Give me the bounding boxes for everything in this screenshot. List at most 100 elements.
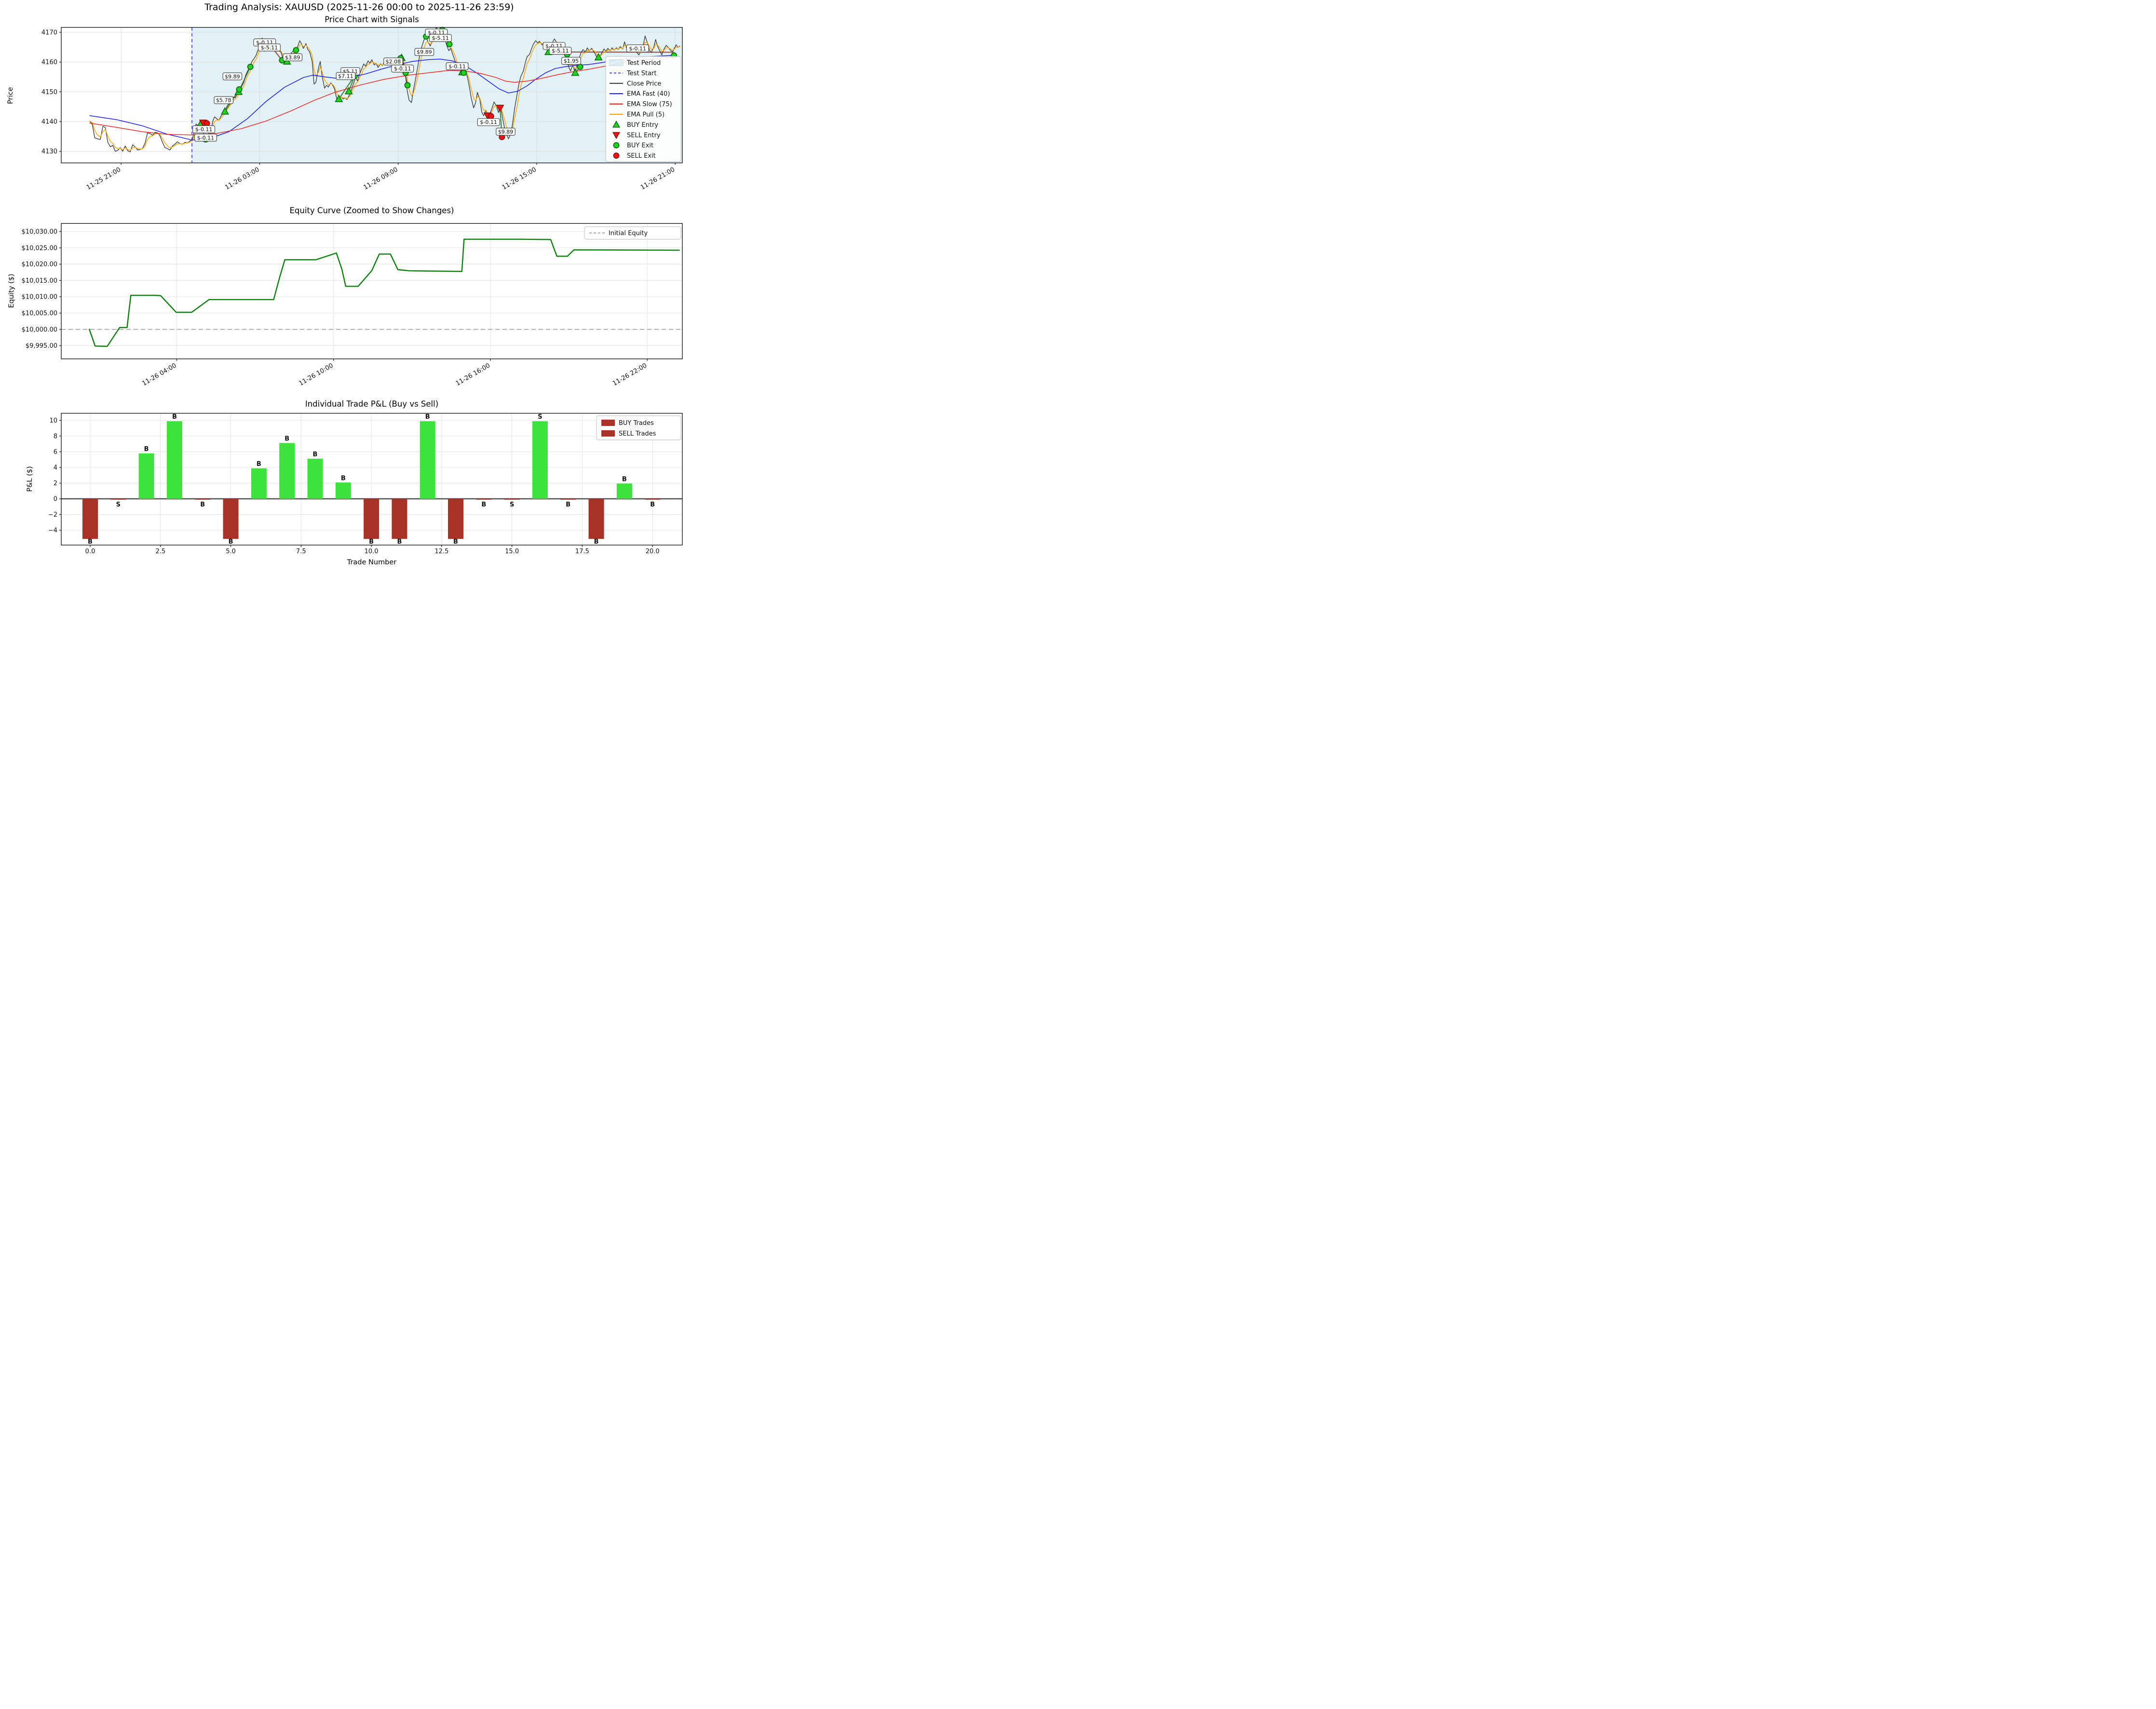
ytick-label: $10,010.00 — [22, 294, 57, 301]
ytick-label: $10,025.00 — [22, 245, 57, 252]
pnl-bar — [307, 458, 323, 499]
legend-label: Initial Equity — [609, 230, 648, 237]
sell-exit-marker — [488, 113, 494, 120]
annotation-text: $-0.11 — [195, 126, 212, 133]
pnl-bar — [532, 421, 548, 499]
pnl-bar — [195, 499, 211, 500]
trade-side-label: B — [229, 538, 233, 546]
legend-label: EMA Fast (40) — [627, 91, 670, 98]
pnl-bar — [138, 453, 154, 499]
equity-plot-border — [61, 223, 683, 359]
trade-side-label: B — [144, 446, 149, 453]
ytick-label: 10 — [49, 417, 57, 424]
price-legend-box — [605, 56, 681, 162]
pnl-bar — [420, 421, 435, 499]
ytick-label: $9,995.00 — [26, 342, 57, 350]
trade-side-label: B — [88, 538, 93, 546]
trade-side-label: B — [200, 501, 205, 508]
trade-side-label: S — [538, 413, 542, 421]
pnl-chart-title: Individual Trade P&L (Buy vs Sell) — [305, 399, 439, 409]
annotation-text: $5.78 — [216, 97, 231, 104]
annotation-box — [391, 65, 414, 73]
annotation-text: $-0.11 — [394, 66, 411, 72]
pnl-chart-xlabel: Trade Number — [347, 559, 397, 566]
annotation-text: $9.89 — [225, 73, 240, 80]
xtick-label: 11-26 04:00 — [141, 362, 177, 387]
buy-entry-marker — [220, 107, 229, 115]
sell-exit-marker — [203, 120, 210, 127]
annotation-box — [336, 72, 356, 80]
legend-label: BUY Trades — [619, 420, 654, 427]
ytick-label: $10,005.00 — [22, 310, 57, 317]
ema-fast-line — [89, 55, 677, 140]
trade-side-label: B — [566, 501, 570, 508]
pnl-bar — [279, 443, 295, 499]
trade-side-label: B — [341, 475, 346, 482]
annotation-box — [561, 57, 581, 65]
pnl-bar — [110, 499, 126, 500]
trade-side-label: B — [285, 435, 289, 442]
annotation-text: $2.08 — [386, 58, 401, 65]
equity-curve-line — [89, 238, 680, 347]
annotation-text: $7.11 — [338, 73, 353, 80]
trade-side-label: B — [650, 501, 655, 508]
pnl-bar — [476, 499, 492, 500]
legend-label: EMA Slow (75) — [627, 101, 672, 108]
trade-side-label: B — [257, 461, 261, 468]
xtick-label: 17.5 — [575, 548, 589, 555]
plots-canvas: 4130 4140 4150 4160 4170 11-25 21:00 11-26 03:… — [22, 27, 683, 555]
price-plot-border — [61, 27, 683, 164]
ytick-label: 4130 — [41, 148, 57, 155]
pnl-bar — [251, 468, 267, 499]
buy-entry-marker — [594, 53, 603, 61]
legend-sell-exit-swatch — [613, 152, 620, 159]
ytick-label: 4160 — [41, 59, 57, 66]
xtick-label: 11-26 21:00 — [639, 166, 676, 191]
buy-exit-marker — [577, 64, 583, 70]
annotation-text: $-5.11 — [432, 35, 449, 41]
pnl-bar — [560, 499, 576, 500]
pnl-bar — [335, 482, 351, 499]
annotation-box — [429, 34, 452, 42]
trade-side-label: B — [453, 538, 458, 546]
annotation-box — [222, 72, 243, 81]
pnl-bar — [392, 499, 407, 539]
legend-label: BUY Entry — [627, 122, 658, 129]
ytick-label: 8 — [54, 433, 57, 440]
ytick-label: 4170 — [41, 29, 57, 37]
ytick-label: $10,015.00 — [22, 277, 57, 285]
pnl-plot-border — [61, 413, 683, 546]
xtick-label: 11-26 22:00 — [611, 362, 648, 387]
annotation-text: $-5.11 — [552, 48, 569, 54]
xtick-label: 15.0 — [505, 548, 519, 555]
pnl-bar — [504, 499, 520, 500]
trade-side-label: B — [172, 413, 177, 421]
legend-buy-exit-swatch — [613, 142, 620, 149]
annotation-box — [192, 125, 216, 134]
annotation-text: $1.95 — [564, 58, 579, 64]
pnl-legend-box — [596, 415, 681, 440]
annotation-box — [496, 127, 515, 136]
legend-label: SELL Exit — [627, 152, 656, 160]
buy-entry-marker — [335, 94, 343, 102]
trading-analysis-figure: Trading Analysis: XAUUSD (2025-11-26 00:… — [0, 0, 719, 570]
trade-side-label: B — [369, 538, 374, 546]
buy-exit-marker — [247, 64, 254, 70]
annotation-box — [477, 118, 500, 126]
annotation-box — [258, 43, 281, 52]
pnl-bar — [616, 483, 632, 499]
xtick-label: 2.5 — [155, 548, 165, 555]
legend-sell-entry-swatch — [612, 132, 620, 139]
ytick-label: 6 — [54, 449, 57, 456]
equity-chart-title: Equity Curve (Zoomed to Show Changes) — [289, 206, 454, 215]
ytick-label: $10,030.00 — [22, 229, 57, 236]
annotation-text: $3.89 — [285, 55, 300, 61]
main-title: Trading Analysis: XAUUSD (2025-11-26 00:… — [204, 2, 514, 13]
xtick-label: 7.5 — [296, 548, 306, 555]
buy-exit-marker — [461, 69, 467, 76]
xtick-label: 12.5 — [434, 548, 448, 555]
annotation-box — [626, 44, 649, 53]
xtick-label: 0.0 — [85, 548, 95, 555]
annotation-text: $9.89 — [498, 129, 514, 135]
ytick-label: 0 — [54, 496, 57, 503]
